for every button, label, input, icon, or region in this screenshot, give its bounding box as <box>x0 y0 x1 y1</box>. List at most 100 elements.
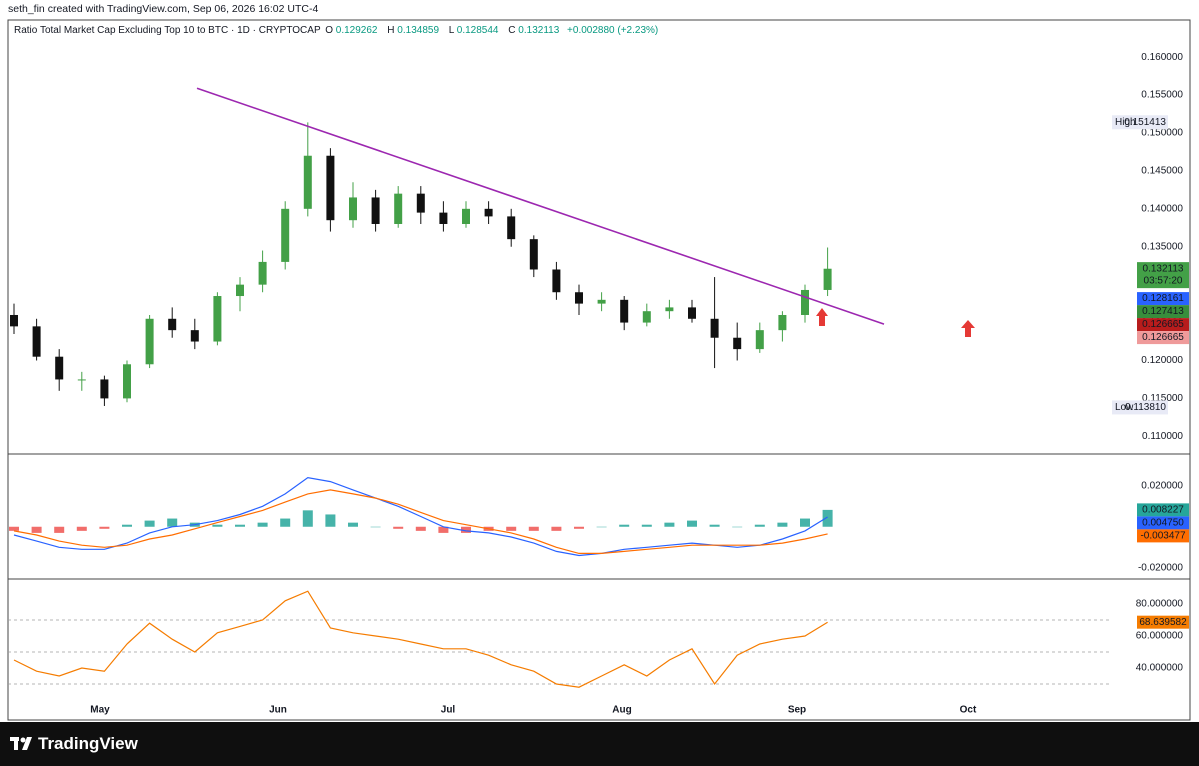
histogram-bar <box>370 526 381 528</box>
candle-body <box>823 268 832 290</box>
y-tick-label: 0.150000 <box>1141 128 1183 139</box>
candle-body <box>484 208 493 217</box>
legend-k: C <box>508 25 516 36</box>
candle-body <box>168 318 177 331</box>
histogram-bar <box>574 526 584 529</box>
histogram-bar <box>822 509 833 527</box>
price-badge <box>1137 516 1189 530</box>
candle-body <box>462 208 470 224</box>
histogram-bar <box>54 526 65 533</box>
candle-body <box>32 326 41 357</box>
histogram-bar <box>754 524 765 527</box>
histogram-bar <box>393 526 404 529</box>
candle-body <box>394 193 403 224</box>
histogram-bar <box>167 518 178 527</box>
histogram-bar <box>506 526 517 531</box>
x-tick-label: Oct <box>960 705 977 716</box>
histogram-bar <box>619 524 630 527</box>
candle-body <box>507 216 516 240</box>
candle-body <box>123 364 131 399</box>
candle-body <box>529 239 538 270</box>
y-tick-label: 0.120000 <box>1141 355 1183 366</box>
extreme-value: 0.113810 <box>1125 402 1166 413</box>
candle-body <box>236 284 244 297</box>
y-tick-label: 0.135000 <box>1141 241 1183 252</box>
price-label: 0.004750 <box>1142 518 1184 529</box>
price-label: 68.639582 <box>1139 617 1187 628</box>
histogram-bar <box>461 526 471 533</box>
x-tick-label: May <box>90 705 110 716</box>
candle-body <box>100 379 109 399</box>
candle-body <box>145 318 154 365</box>
legend-v: +0.002880 (+2.23%) <box>567 25 659 36</box>
histogram-bar <box>777 522 788 527</box>
footer: TradingView <box>0 722 1199 766</box>
price-label: -0.003477 <box>1140 531 1185 542</box>
y-tick-label: 60.000000 <box>1136 631 1184 642</box>
indicator-line <box>13 489 828 554</box>
legend-k: O <box>325 25 333 36</box>
histogram-bar <box>325 514 336 527</box>
candle-body <box>575 292 583 304</box>
candle-body <box>755 330 764 350</box>
candle-body <box>190 330 199 342</box>
x-tick-label: Sep <box>788 705 806 716</box>
price-badge <box>1137 262 1189 289</box>
logo-shape <box>14 737 18 750</box>
logo-shape <box>20 737 26 743</box>
price-label: 0.126665 <box>1142 319 1184 330</box>
candle-body <box>642 311 651 323</box>
y-tick-label: 0.110000 <box>1142 431 1183 442</box>
candle-body <box>371 197 380 224</box>
arrow-annotation <box>961 320 975 337</box>
indicator-line <box>13 476 828 557</box>
histogram-bar <box>76 526 87 531</box>
histogram-bar <box>9 526 19 531</box>
candle-body <box>10 314 18 327</box>
trendline <box>196 87 885 325</box>
histogram-bar <box>641 524 652 527</box>
legend-v: 0.132113 <box>518 25 560 36</box>
price-badge <box>1137 615 1189 629</box>
legend-v: 0.134859 <box>397 25 440 36</box>
x-tick-label: Jul <box>441 705 456 716</box>
x-tick-label: Aug <box>612 705 631 716</box>
candle-body <box>733 337 742 350</box>
price-label: 0.132113 <box>1143 263 1184 274</box>
legend-v: 0.129262 <box>335 25 378 36</box>
candle-body <box>778 314 787 331</box>
candle-body <box>77 379 86 381</box>
histogram-bar <box>122 524 132 527</box>
histogram-bar <box>348 522 358 527</box>
legend-title: Ratio Total Market Cap Excluding Top 10 … <box>14 25 321 36</box>
countdown-label: 03:57:20 <box>1144 275 1183 286</box>
y-tick-label: 0.155000 <box>1141 90 1183 101</box>
y-tick-label: 0.020000 <box>1141 480 1183 491</box>
price-badge <box>1137 292 1189 306</box>
y-tick-label: 0.140000 <box>1141 203 1183 214</box>
histogram-bar <box>99 526 110 529</box>
candle-body <box>55 356 64 380</box>
price-badge <box>1137 318 1189 332</box>
y-tick-label: 0.160000 <box>1141 52 1183 63</box>
candle-body <box>349 197 357 221</box>
histogram-bar <box>664 522 675 527</box>
histogram-bar <box>415 526 426 531</box>
candle-body <box>416 193 425 213</box>
candle-body <box>303 155 312 209</box>
candle-body <box>597 299 606 304</box>
candle-body <box>281 208 290 262</box>
candle-body <box>801 289 809 315</box>
candle-body <box>326 155 335 221</box>
chart: 0.1100000.1150000.1200000.1250000.130000… <box>7 19 1191 721</box>
price-badge <box>1137 503 1189 517</box>
y-tick-label: 80.000000 <box>1136 599 1184 610</box>
histogram-bar <box>800 518 810 527</box>
candle-body <box>710 318 719 338</box>
histogram-bar <box>687 520 697 527</box>
legend-k: L <box>448 25 454 36</box>
price-label: 0.127413 <box>1142 306 1184 317</box>
indicator-line <box>13 590 828 688</box>
extreme-badge <box>1112 400 1168 415</box>
